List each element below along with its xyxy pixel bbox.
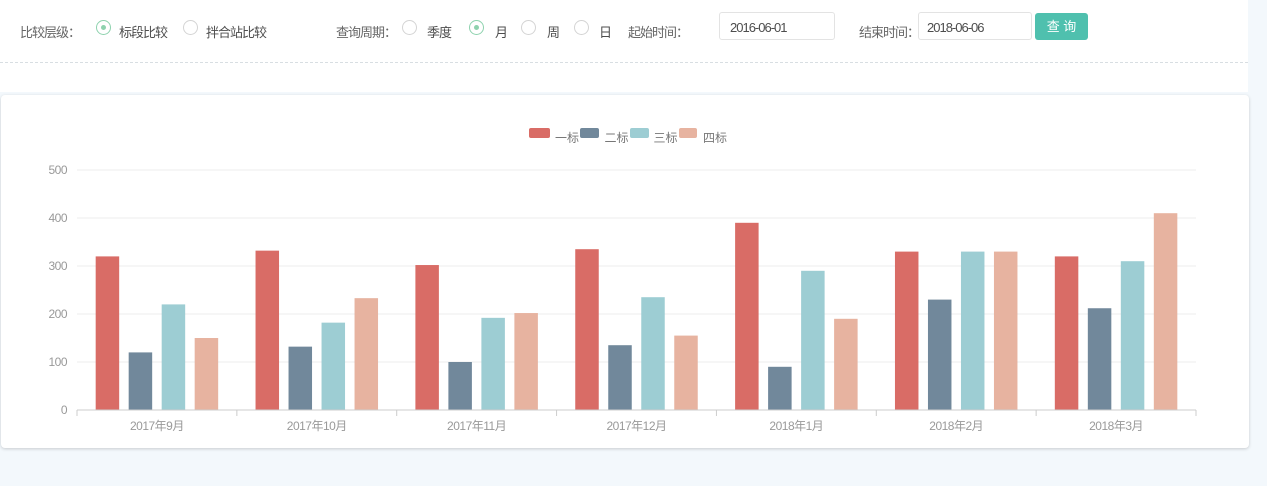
svg-text:2018年3月: 2018年3月 <box>1089 419 1143 433</box>
svg-text:2017年12月: 2017年12月 <box>606 419 666 433</box>
svg-text:300: 300 <box>48 259 67 273</box>
svg-text:500: 500 <box>48 163 67 177</box>
svg-text:0: 0 <box>61 403 68 417</box>
svg-text:200: 200 <box>48 307 67 321</box>
svg-text:2017年10月: 2017年10月 <box>287 419 347 433</box>
svg-text:100: 100 <box>48 355 67 369</box>
svg-text:2017年11月: 2017年11月 <box>447 419 506 433</box>
svg-text:2017年9月: 2017年9月 <box>130 419 184 433</box>
svg-text:2018年1月: 2018年1月 <box>769 419 823 433</box>
svg-text:400: 400 <box>48 211 67 225</box>
svg-text:2018年2月: 2018年2月 <box>929 419 983 433</box>
